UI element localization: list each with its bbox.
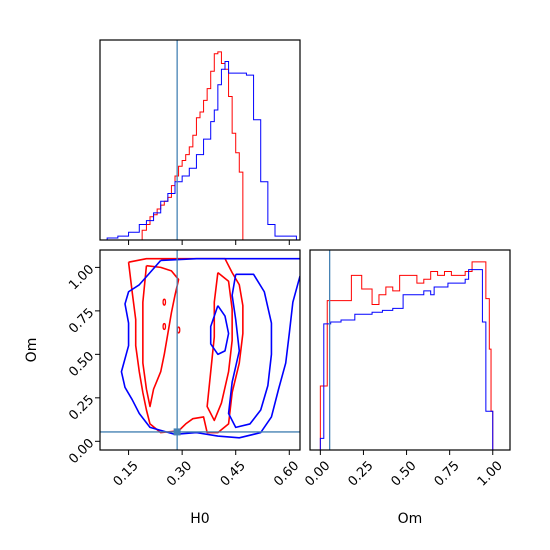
joint-H0-Om-frame: [99, 249, 301, 451]
hist-Om-xtick-label-0: 0.00: [302, 458, 333, 489]
joint-ytick-label-3: 0.75: [66, 306, 97, 337]
joint-ytick-label-1: 0.25: [66, 393, 97, 424]
joint-ylabel: Om: [24, 338, 40, 363]
joint-H0-Om-xtick-label-3: 0.60: [271, 458, 302, 489]
joint-H0-Om-xtick-label-1: 0.30: [164, 458, 195, 489]
joint-H0-Om-xtick-label-2: 0.45: [218, 458, 249, 489]
hist-Om-series-blue: [310, 269, 507, 450]
joint-H0-Om-xlabel: H0: [190, 511, 209, 527]
hist-Om-series-red: [319, 261, 494, 450]
hist-Om-xtick-label-1: 0.25: [345, 458, 376, 489]
joint-ytick-label-0: 0.00: [66, 436, 97, 467]
hist-Om-panel: 0.00 0.25 0.50 0.75 1.00 Om: [302, 249, 511, 527]
contour-red-island-0: [162, 298, 167, 306]
joint-H0-Om-marks: [100, 250, 300, 450]
contour-red-island-1: [162, 322, 167, 331]
hist-Om-marks: [310, 250, 507, 450]
hist-H0-frame: [99, 39, 301, 241]
contour-red-1: [142, 264, 180, 408]
hist-H0-series-blue: [103, 61, 297, 240]
hist-Om-xlabel: Om: [398, 511, 423, 527]
contour-blue-4: [120, 259, 300, 439]
contour-blue-6: [209, 305, 230, 356]
hist-Om-xtick-label-3: 0.75: [432, 458, 463, 489]
joint-ytick-label-2: 0.50: [66, 349, 97, 380]
contour-red-2: [206, 271, 233, 422]
contour-blue-5: [227, 273, 273, 429]
hist-Om-xtick-label-2: 0.50: [389, 458, 420, 489]
hist-H0-marks: [103, 40, 297, 240]
joint-ytick-label-4: 1.00: [66, 262, 97, 293]
hist-Om-xtick-label-4: 1.00: [475, 458, 506, 489]
joint-truth-marker: [173, 428, 181, 436]
joint-H0-Om-xtick-label-0: 0.15: [111, 458, 142, 489]
hist-Om-frame: [309, 249, 511, 451]
hist-H0-series-red: [135, 51, 244, 240]
hist-H0-panel: [99, 39, 301, 245]
contour-blue-3: [160, 257, 300, 262]
joint-H0-Om-panel: 0.00 0.25 0.50 0.75 1.00 Om 0.15 0.30 0.45 0.60 H0: [24, 249, 302, 527]
